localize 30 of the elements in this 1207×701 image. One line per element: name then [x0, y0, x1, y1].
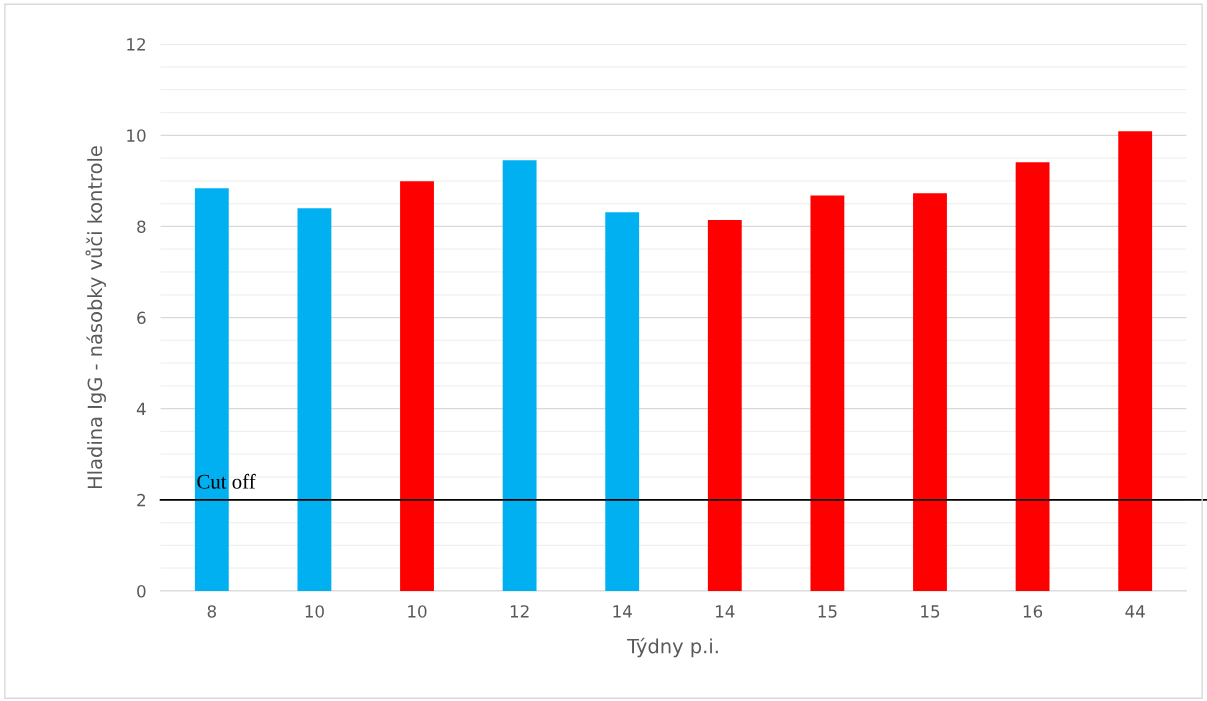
bar: [1015, 162, 1050, 591]
x-tick-label: 14: [613, 605, 632, 618]
x-tick-label: 15: [818, 605, 837, 618]
bar: [913, 193, 947, 591]
x-tick-label: 10: [408, 605, 427, 618]
x-tick-label: 44: [1125, 605, 1145, 618]
bar: [400, 181, 434, 591]
x-tick-label: 16: [1023, 605, 1043, 618]
y-tick-label: 8: [137, 220, 146, 233]
y-tick-label: 0: [137, 584, 146, 598]
bar: [297, 208, 332, 591]
y-tick-label: 2: [137, 493, 145, 507]
y-tick-label: 6: [137, 311, 146, 325]
y-axis-title: Hladina IgG - násobky vůči kontrole: [85, 146, 106, 489]
y-tick-label: 12: [127, 38, 145, 51]
bar: [605, 212, 640, 591]
x-tick-label: 10: [305, 605, 324, 618]
bar: [707, 220, 742, 591]
y-tick-label: 4: [136, 402, 146, 416]
bar: [810, 195, 845, 591]
x-tick-label: 14: [716, 605, 735, 618]
bar: [1118, 131, 1153, 591]
x-tick-label: 12: [510, 605, 529, 618]
bar: [194, 188, 229, 591]
ref-line-label: Cut off: [197, 473, 256, 489]
x-axis-title: Týdny p.i.: [627, 637, 718, 658]
x-tick-label: 15: [921, 605, 940, 618]
y-tick-label: 10: [127, 129, 146, 142]
bar: [502, 160, 537, 591]
x-tick-label: 8: [207, 605, 216, 618]
